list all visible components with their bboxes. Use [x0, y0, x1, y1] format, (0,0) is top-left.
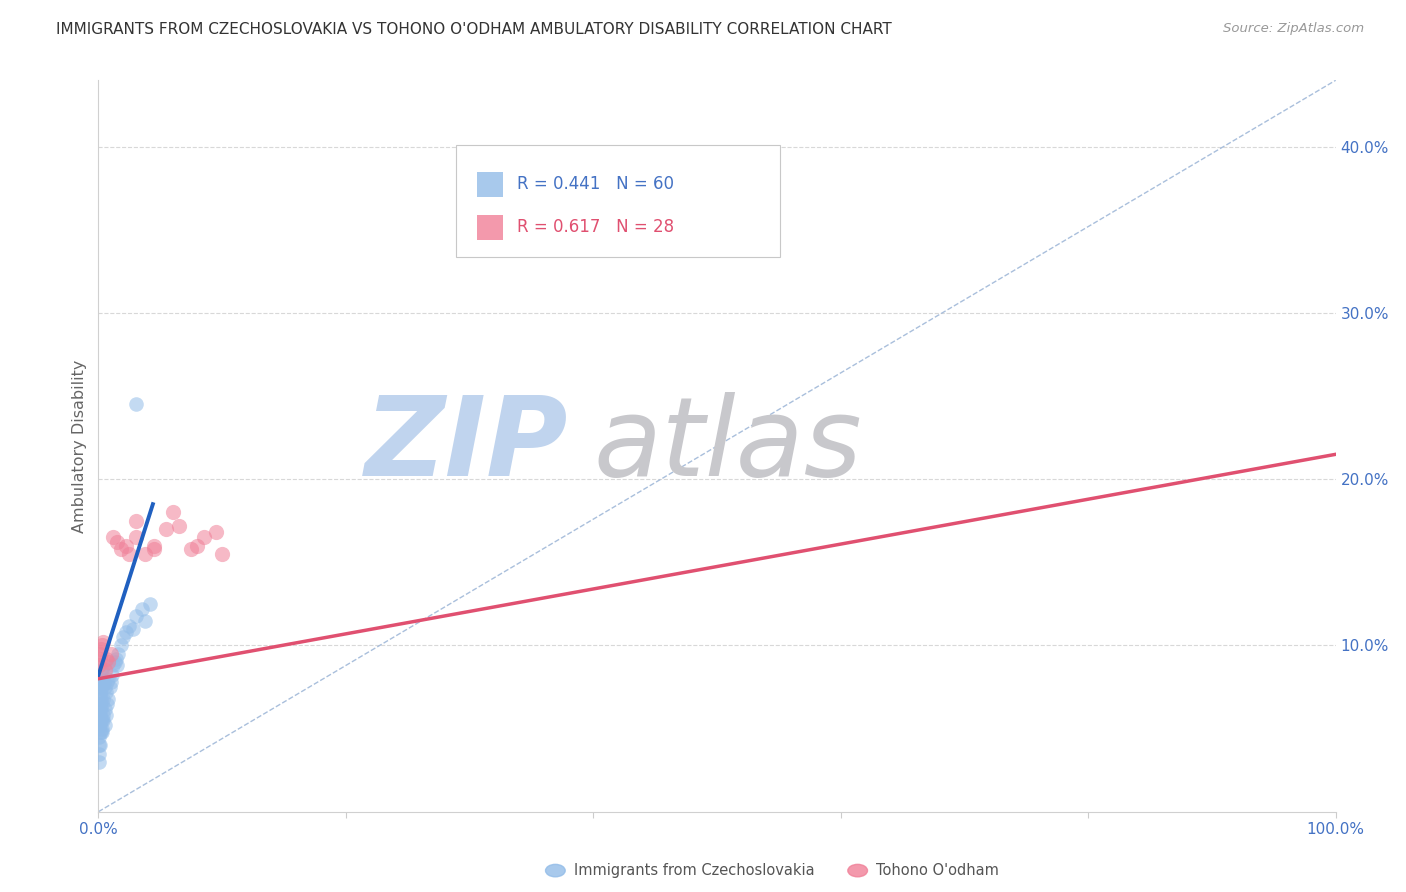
Point — [97, 672, 120, 686]
Text: atlas: atlas — [593, 392, 862, 500]
Point — [87, 755, 110, 769]
Point — [89, 730, 111, 744]
Point — [97, 691, 120, 706]
Point — [90, 714, 112, 728]
Point — [91, 714, 114, 728]
Point — [90, 725, 112, 739]
Point — [105, 535, 128, 549]
Point — [89, 738, 111, 752]
Point — [90, 691, 112, 706]
Point — [180, 542, 202, 557]
Point — [114, 539, 136, 553]
Point — [139, 597, 162, 611]
Point — [89, 738, 111, 752]
Text: Tohono O'odham: Tohono O'odham — [876, 863, 998, 878]
Point — [110, 639, 132, 653]
Point — [89, 658, 111, 673]
Point — [93, 708, 115, 723]
Point — [93, 664, 115, 678]
Point — [131, 602, 153, 616]
Point — [89, 675, 111, 690]
Point — [103, 530, 125, 544]
Point — [167, 518, 190, 533]
Point — [124, 514, 146, 528]
Point — [100, 647, 122, 661]
Point — [89, 672, 111, 686]
Point — [89, 714, 111, 728]
Point — [93, 675, 115, 690]
Point — [193, 530, 215, 544]
Text: R = 0.617   N = 28: R = 0.617 N = 28 — [517, 219, 673, 236]
Point — [211, 547, 233, 561]
Point — [89, 697, 111, 711]
Point — [97, 655, 120, 669]
Point — [122, 622, 145, 636]
Point — [118, 547, 141, 561]
Point — [93, 658, 115, 673]
Point — [112, 630, 135, 644]
Point — [124, 608, 146, 623]
Point — [89, 689, 111, 703]
Point — [89, 685, 111, 699]
Point — [103, 655, 125, 669]
Text: IMMIGRANTS FROM CZECHOSLOVAKIA VS TOHONO O'ODHAM AMBULATORY DISABILITY CORRELATI: IMMIGRANTS FROM CZECHOSLOVAKIA VS TOHONO… — [56, 22, 891, 37]
Point — [104, 652, 127, 666]
Point — [93, 691, 115, 706]
Point — [98, 680, 121, 694]
Point — [124, 530, 146, 544]
Point — [93, 635, 115, 649]
Point — [89, 708, 111, 723]
Point — [100, 675, 122, 690]
Point — [134, 547, 156, 561]
Point — [96, 675, 118, 690]
Point — [89, 701, 111, 715]
Y-axis label: Ambulatory Disability: Ambulatory Disability — [72, 359, 87, 533]
Point — [96, 697, 118, 711]
Point — [101, 668, 124, 682]
Point — [91, 714, 114, 728]
Point — [93, 718, 115, 732]
Point — [94, 685, 117, 699]
Text: ZIP: ZIP — [366, 392, 568, 500]
Point — [89, 747, 111, 761]
Point — [90, 680, 112, 694]
Point — [90, 675, 112, 690]
Point — [90, 641, 112, 656]
Point — [91, 697, 114, 711]
Point — [205, 525, 228, 540]
Point — [134, 614, 156, 628]
Point — [91, 664, 114, 678]
Point — [143, 539, 166, 553]
Point — [162, 506, 184, 520]
Point — [89, 725, 111, 739]
Point — [89, 652, 111, 666]
Point — [89, 718, 111, 732]
Point — [105, 658, 128, 673]
Point — [103, 658, 125, 673]
Point — [90, 722, 112, 736]
Point — [107, 647, 129, 661]
Point — [124, 397, 146, 411]
Point — [91, 725, 114, 739]
Point — [91, 639, 114, 653]
Point — [89, 647, 111, 661]
Point — [143, 542, 166, 557]
Text: Immigrants from Czechoslovakia: Immigrants from Czechoslovakia — [574, 863, 814, 878]
Point — [90, 664, 112, 678]
Point — [186, 539, 208, 553]
Point — [93, 701, 115, 715]
Point — [94, 680, 117, 694]
Point — [94, 708, 117, 723]
Text: R = 0.441   N = 60: R = 0.441 N = 60 — [517, 176, 673, 194]
Point — [91, 680, 114, 694]
Point — [90, 701, 112, 715]
Point — [155, 522, 177, 536]
Point — [110, 542, 132, 557]
Text: Source: ZipAtlas.com: Source: ZipAtlas.com — [1223, 22, 1364, 36]
Point — [114, 625, 136, 640]
Point — [118, 618, 141, 632]
Point — [94, 652, 117, 666]
